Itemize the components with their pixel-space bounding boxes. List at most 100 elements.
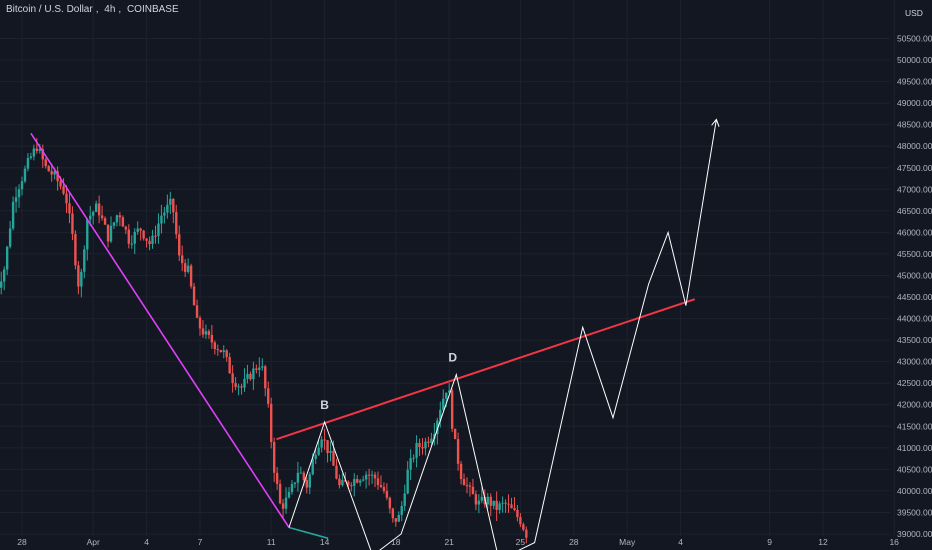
candle-body	[175, 212, 178, 235]
candle-body	[364, 474, 368, 480]
candle-body	[335, 465, 338, 479]
candle-body	[225, 350, 228, 358]
candle-body	[433, 433, 436, 439]
candle-body	[189, 265, 193, 287]
title-separator: ,	[95, 4, 102, 15]
time-tick-label: 9	[767, 537, 772, 547]
candle-body	[115, 215, 119, 223]
price-tick-label: 45500.00	[897, 249, 932, 259]
title-separator: ,	[118, 4, 124, 15]
time-tick-label: 16	[889, 537, 899, 547]
candle-body	[139, 228, 142, 231]
candle-body	[326, 440, 329, 453]
candle-body	[311, 458, 314, 475]
candle-body	[106, 224, 110, 242]
price-tick-label: 42500.00	[897, 378, 932, 388]
candle-body	[8, 228, 12, 247]
candle-body	[83, 249, 86, 272]
candle-body	[207, 331, 211, 335]
candle-body	[275, 472, 279, 484]
pattern-labels: BD	[320, 351, 457, 412]
candle-body	[504, 502, 507, 504]
time-tick-label: 14	[320, 537, 330, 547]
candle-body	[361, 479, 365, 481]
support-segment-line[interactable]	[288, 526, 329, 540]
candle-body	[299, 472, 303, 474]
pattern-label[interactable]: B	[320, 398, 329, 412]
candle-body	[240, 386, 243, 388]
candle-body	[418, 442, 421, 448]
candle-body	[406, 469, 409, 494]
price-tick-label: 39000.00	[897, 529, 932, 539]
candle-body	[439, 409, 442, 421]
candle-body	[448, 390, 451, 393]
candle-body	[287, 492, 291, 498]
time-tick-label: 4	[144, 537, 149, 547]
time-tick-label: 7	[198, 537, 203, 547]
candle-body	[465, 485, 469, 487]
candle-body	[219, 350, 222, 353]
pattern-label[interactable]: D	[448, 351, 457, 365]
candle-body	[163, 212, 166, 216]
candle-body	[495, 500, 498, 510]
candle-body	[26, 158, 30, 169]
projection-line[interactable]	[288, 120, 716, 550]
candle-body	[483, 496, 486, 505]
candle-body	[204, 331, 208, 335]
candle-body	[480, 496, 484, 501]
candle-body	[0, 281, 3, 288]
candle-body	[74, 233, 77, 266]
price-tick-label: 49000.00	[897, 98, 932, 108]
candle-body	[492, 500, 495, 506]
candle-body	[237, 386, 240, 388]
candle-body	[166, 204, 169, 213]
candle-body	[424, 441, 427, 449]
candle-body	[278, 483, 282, 504]
grid	[0, 0, 895, 536]
candle-body	[86, 219, 89, 250]
price-tick-label: 44500.00	[897, 292, 932, 302]
interval-label[interactable]: 4h	[104, 4, 116, 15]
candle-body	[53, 171, 56, 175]
candle-body	[71, 213, 74, 234]
price-tick-label: 50000.00	[897, 55, 932, 65]
price-tick-label: 48500.00	[897, 120, 932, 130]
candle-body	[213, 342, 217, 350]
candle-body	[32, 148, 36, 157]
price-unit-label[interactable]: USD	[905, 8, 923, 18]
time-tick-label: 12	[818, 537, 828, 547]
candle-body	[296, 472, 300, 483]
candle-body	[409, 458, 412, 470]
candle-body	[145, 238, 148, 241]
time-tick-label: 18	[391, 537, 401, 547]
candle-body	[385, 490, 389, 498]
candle-body	[308, 474, 311, 488]
candle-body	[44, 159, 47, 167]
candle-body	[216, 349, 219, 351]
candle-body	[231, 373, 234, 384]
candle-body	[100, 215, 104, 219]
candle-body	[181, 255, 184, 264]
price-tick-label: 46500.00	[897, 206, 932, 216]
candle-body	[47, 166, 50, 172]
candle-body	[270, 403, 273, 443]
candle-body	[252, 368, 255, 380]
candle-body	[121, 217, 125, 227]
downtrend-line[interactable]	[30, 132, 290, 528]
price-tick-label: 46000.00	[897, 227, 932, 237]
candle-body	[11, 201, 15, 229]
candle-body	[477, 500, 481, 505]
candle-body	[68, 203, 71, 214]
resistance-line[interactable]	[276, 298, 696, 441]
candle-body	[456, 439, 460, 464]
price-tick-label: 43000.00	[897, 357, 932, 367]
candle-body	[77, 265, 80, 287]
candle-body	[92, 211, 95, 216]
candle-body	[20, 181, 24, 190]
candle-body	[507, 503, 510, 505]
candle-body	[305, 480, 308, 488]
candle-body	[510, 504, 513, 509]
candle-body	[501, 502, 504, 504]
candle-body	[513, 508, 516, 510]
